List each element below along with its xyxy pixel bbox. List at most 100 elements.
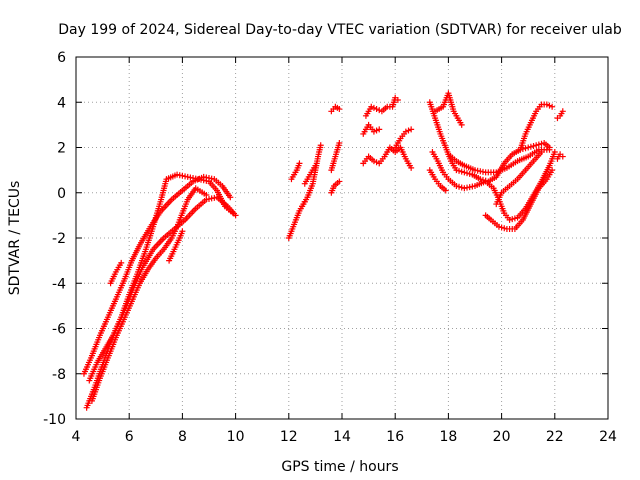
data-point: [477, 176, 484, 183]
data-point: [373, 159, 380, 166]
y-tick-label: -8: [52, 367, 66, 383]
data-point: [506, 216, 513, 223]
data-point: [394, 96, 401, 103]
data-series-arc-aa: [554, 151, 566, 162]
x-tick-label: 16: [386, 429, 404, 445]
data-point: [203, 192, 210, 199]
data-series-arc-v: [445, 146, 553, 176]
y-tick-label: -2: [52, 231, 66, 247]
y-tick-label: -4: [52, 276, 66, 292]
data-point: [501, 225, 508, 232]
data-point: [511, 215, 518, 222]
data-series-arc-a: [80, 173, 234, 377]
data-series-arc-b: [83, 194, 239, 411]
data-point: [408, 126, 415, 133]
data-series-arc-p: [362, 94, 401, 119]
y-tick-label: -6: [52, 322, 66, 338]
data-series-arc-l: [328, 139, 343, 174]
data-point: [549, 167, 556, 174]
data-point: [336, 106, 343, 113]
data-point: [227, 194, 234, 201]
data-series-arc-c: [86, 171, 236, 384]
data-point: [530, 142, 537, 149]
data-point: [549, 103, 556, 110]
data-point: [442, 187, 449, 194]
y-tick-label: 0: [57, 186, 66, 202]
data-point: [408, 164, 415, 171]
data-point: [368, 103, 375, 110]
data-point: [543, 101, 550, 108]
data-point: [546, 146, 553, 153]
data-point: [533, 142, 540, 149]
y-tick-label: 2: [57, 141, 66, 157]
data-point: [317, 142, 324, 149]
data-point: [456, 183, 463, 190]
data-point: [296, 160, 303, 167]
data-series-arc-m: [328, 103, 343, 115]
data-point: [559, 153, 566, 160]
x-tick-label: 4: [72, 429, 81, 445]
data-series-arc-u: [426, 167, 449, 194]
data-point: [527, 143, 534, 150]
x-tick-label: 14: [333, 429, 351, 445]
y-axis-label: SDTVAR / TECUs: [7, 181, 23, 296]
data-series-arc-z: [554, 108, 566, 122]
data-point: [458, 168, 465, 175]
data-point: [466, 170, 473, 177]
y-tick-label: 4: [57, 95, 66, 111]
x-tick-label: 20: [493, 429, 511, 445]
x-tick-label: 12: [280, 429, 298, 445]
data-point: [373, 127, 380, 134]
x-tick-label: 18: [439, 429, 457, 445]
data-point: [538, 140, 545, 147]
x-tick-label: 22: [546, 429, 564, 445]
data-series-arc-i: [299, 142, 324, 210]
data-point: [370, 104, 377, 111]
data-point: [229, 210, 236, 217]
data-point: [458, 121, 465, 128]
data-series-arc-o: [360, 121, 383, 137]
data-series-arc-y: [517, 101, 556, 153]
data-series-arc-s: [429, 149, 558, 223]
y-tick-label: -10: [43, 412, 66, 428]
data-point: [453, 182, 460, 189]
data-series-arc-x: [493, 149, 545, 208]
data-point: [336, 139, 343, 146]
data-point: [495, 223, 502, 230]
data-point: [559, 108, 566, 115]
data-point: [179, 228, 186, 235]
data-point: [402, 128, 409, 135]
data-point: [498, 224, 505, 231]
data-point: [522, 145, 529, 152]
data-layer: [80, 90, 566, 411]
x-axis-label: GPS time / hours: [281, 459, 398, 475]
data-series-arc-t: [432, 90, 465, 128]
data-series-arc-h: [288, 160, 303, 183]
data-series-arc-n: [360, 144, 415, 171]
data-point: [118, 259, 125, 266]
data-point: [464, 170, 471, 177]
data-point: [370, 158, 377, 165]
data-series-arc-e: [107, 259, 125, 287]
x-tick-label: 24: [599, 429, 617, 445]
data-point: [456, 167, 463, 174]
data-series-arc-w: [482, 167, 556, 232]
data-point: [453, 167, 460, 174]
data-point: [370, 128, 377, 135]
data-point: [535, 141, 542, 148]
data-series-arc-j: [301, 162, 319, 187]
chart-title: Day 199 of 2024, Sidereal Day-to-day VTE…: [58, 22, 622, 38]
data-point: [373, 106, 380, 113]
data-point: [551, 149, 558, 156]
data-series-arc-g: [285, 198, 308, 241]
data-series-arc-d: [88, 185, 210, 404]
data-series-arc-k: [328, 178, 343, 196]
data-point: [405, 127, 412, 134]
data-point: [312, 162, 319, 169]
data-point: [538, 149, 545, 156]
data-point: [461, 169, 468, 176]
y-tick-label: 6: [57, 50, 66, 66]
x-tick-label: 10: [227, 429, 245, 445]
